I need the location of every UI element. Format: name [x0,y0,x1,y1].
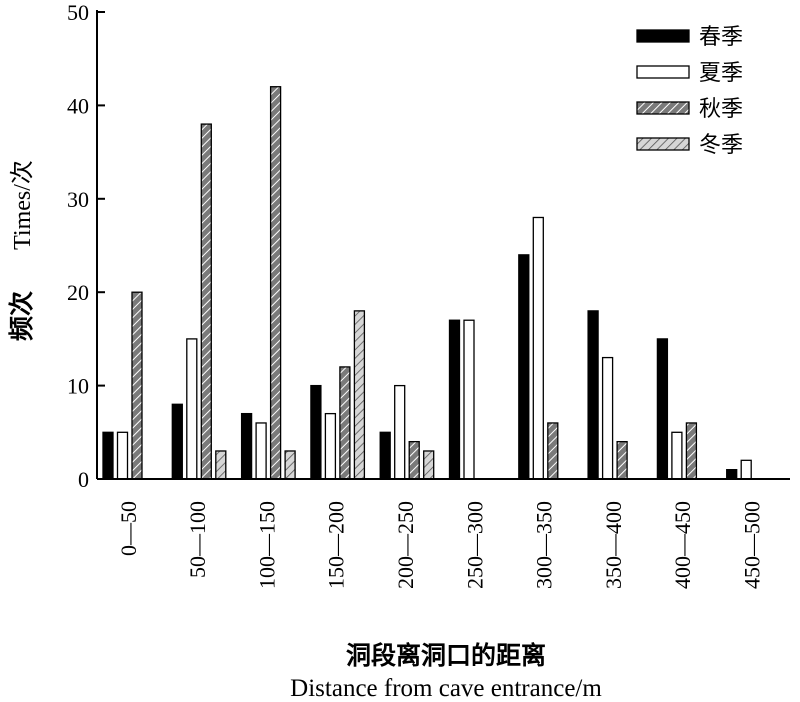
bar [463,319,475,480]
bar [310,384,322,480]
bar [423,450,435,480]
bar [518,254,530,480]
bar [102,431,114,480]
x-tick-label: 150—200 [324,501,349,589]
bar [448,319,461,480]
legend-label: 秋季 [699,97,743,122]
y-tick-label: 20 [67,280,89,305]
legend-label: 春季 [699,25,743,50]
bar [532,216,544,480]
bar [353,310,366,480]
y-axis: 0 10 20 30 40 50 [67,0,105,492]
bar [171,403,183,480]
legend-label: 夏季 [699,61,743,86]
x-axis-title-cn: 洞段离洞口的距离 [346,641,546,670]
bar [685,422,698,480]
y-axis-title-cn: 频次 [7,291,36,341]
y-axis-title-en: Times/次 [9,160,36,250]
bar [726,469,738,480]
bar [284,450,296,480]
x-tick-label: 450—500 [739,501,764,589]
legend-swatch [636,137,690,151]
bar [408,440,420,480]
y-tick-label: 30 [67,187,89,212]
legend-swatch [636,65,690,79]
bar [547,422,559,480]
legend-swatch [636,101,690,115]
x-tick-label: 300—350 [532,501,557,589]
bar [215,450,227,480]
bar [394,384,406,480]
bar [740,459,752,480]
bar [587,310,599,480]
x-tick-label: 50—100 [185,501,210,578]
legend-label: 冬季 [699,133,743,158]
y-tick-label: 40 [67,93,89,118]
x-axis-title-en: Distance from cave entrance/m [290,675,602,702]
x-tick-label: 350—400 [601,501,626,589]
bar [671,431,683,480]
bar [255,422,267,480]
x-tick-label: 0—50 [116,501,141,556]
bar [269,86,282,480]
bar [186,338,198,480]
bar [339,366,351,480]
bar [116,431,129,480]
legend-swatch [636,29,690,43]
x-tick-label: 400—450 [670,501,695,589]
x-tick-label: 250—300 [462,501,487,589]
bar [324,412,337,480]
bar [379,431,391,480]
bar [616,440,628,480]
bar [200,123,212,480]
bar [656,338,669,480]
bar [131,291,143,480]
y-tick-label: 0 [78,467,89,492]
x-tick-label: 200—250 [393,501,418,589]
bars [102,86,752,480]
x-tick-label: 100—150 [254,501,279,589]
x-axis: 0—50 50—100 100—150 150—200 200—250 250—300 30… [97,478,790,589]
y-tick-label: 50 [67,0,89,25]
bar [240,412,253,480]
y-tick-label: 10 [67,374,89,399]
bar [601,356,614,480]
